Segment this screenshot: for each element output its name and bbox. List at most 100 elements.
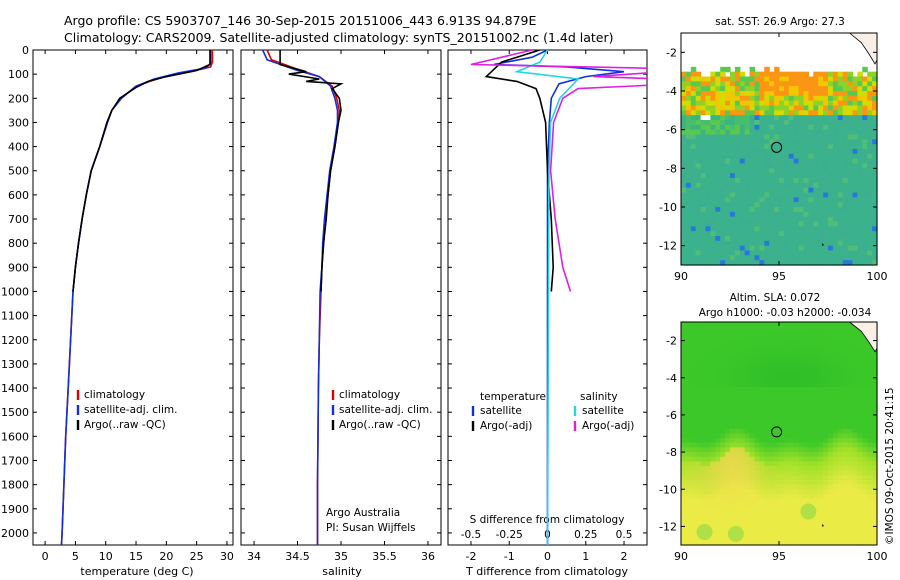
map-cell xyxy=(710,521,716,528)
map-cell xyxy=(798,456,805,462)
map-cell xyxy=(769,335,775,342)
map-cell xyxy=(823,438,829,444)
map-cell xyxy=(754,173,760,179)
map-cell xyxy=(867,207,873,213)
map-cell xyxy=(783,479,790,486)
map-cell xyxy=(847,95,854,102)
map-cell xyxy=(818,354,824,360)
map-cell xyxy=(828,202,834,208)
map-cell xyxy=(793,391,800,397)
map-cell xyxy=(823,163,829,169)
map-cell xyxy=(828,335,834,342)
map-cell xyxy=(818,489,824,495)
map-cell xyxy=(818,521,824,528)
map-cell xyxy=(690,442,697,449)
map-cell xyxy=(705,354,711,360)
map-cell xyxy=(749,322,756,328)
map-cell xyxy=(715,202,721,208)
map-cell xyxy=(710,86,716,92)
map-cell xyxy=(808,521,814,528)
map-cell xyxy=(857,349,863,356)
map-cell xyxy=(749,484,756,490)
map-cell xyxy=(779,382,785,388)
map-cell xyxy=(705,202,711,208)
map-cell xyxy=(867,531,873,537)
map-cell xyxy=(720,95,726,102)
map-cell xyxy=(739,226,746,232)
map-cell xyxy=(823,521,829,528)
map-cell xyxy=(862,470,868,476)
map-cell xyxy=(857,100,863,107)
map-cell xyxy=(837,382,844,388)
map-cell xyxy=(759,521,765,528)
map-cell xyxy=(818,517,824,523)
map-cell xyxy=(744,345,751,351)
map-cell xyxy=(681,240,687,247)
map-cell xyxy=(774,400,780,407)
map-cell xyxy=(774,192,780,198)
map-cell xyxy=(852,503,858,509)
map-cell xyxy=(779,95,785,102)
map-cell xyxy=(681,100,687,107)
map-cell xyxy=(685,91,692,97)
map-cell xyxy=(783,260,790,266)
map-cell xyxy=(685,410,692,416)
map-cell xyxy=(769,535,775,541)
map-cell xyxy=(739,452,746,458)
map-cell xyxy=(808,95,814,102)
map-cell xyxy=(774,144,780,150)
map-cell xyxy=(695,535,702,541)
map-cell xyxy=(774,178,780,184)
map-cell xyxy=(764,197,770,203)
map-cell xyxy=(813,521,819,528)
map-cell xyxy=(808,250,814,256)
map-cell xyxy=(690,466,697,472)
map-cell xyxy=(754,470,760,476)
map-cell xyxy=(808,255,814,261)
map-cell xyxy=(764,211,770,218)
map-cell xyxy=(803,461,809,467)
map-cell xyxy=(842,414,849,421)
map-cell xyxy=(730,207,736,213)
map-cell xyxy=(681,526,687,532)
map-cell xyxy=(813,153,819,160)
map-cell xyxy=(828,479,834,486)
map-cell xyxy=(828,373,834,379)
map-cell xyxy=(823,236,829,242)
map-cell xyxy=(837,331,844,337)
map-cell xyxy=(857,363,863,370)
map-cell xyxy=(872,91,878,97)
map-cell xyxy=(783,182,790,189)
map-cell xyxy=(867,100,873,107)
map-cell xyxy=(690,120,697,126)
map-cell xyxy=(832,81,839,87)
map-cell xyxy=(808,139,814,145)
map-cell xyxy=(852,535,858,541)
map-cell xyxy=(852,377,858,383)
map-cell xyxy=(744,335,751,342)
map-cell xyxy=(857,105,863,111)
map-cell xyxy=(710,202,716,208)
map-cell xyxy=(818,498,824,504)
map-cell xyxy=(832,178,839,184)
map-cell xyxy=(852,405,858,411)
y-tick-label: -8 xyxy=(666,446,677,459)
map-cell xyxy=(730,503,736,509)
map-cell xyxy=(739,250,746,256)
map-cell xyxy=(852,187,858,194)
map-cell xyxy=(832,526,839,532)
map-cell xyxy=(681,368,687,374)
map-cell xyxy=(769,424,775,430)
map-cell xyxy=(734,340,741,346)
map-cell xyxy=(832,153,839,160)
map-cell xyxy=(857,498,863,504)
map-cell xyxy=(725,240,731,247)
anomaly-blob xyxy=(800,503,817,520)
map-cell xyxy=(759,419,765,425)
map-cell xyxy=(764,368,770,374)
map-cell xyxy=(695,207,702,213)
map-cell xyxy=(681,187,687,194)
map-cell xyxy=(823,76,829,82)
map-cell xyxy=(720,66,726,73)
map-cell xyxy=(779,168,785,174)
